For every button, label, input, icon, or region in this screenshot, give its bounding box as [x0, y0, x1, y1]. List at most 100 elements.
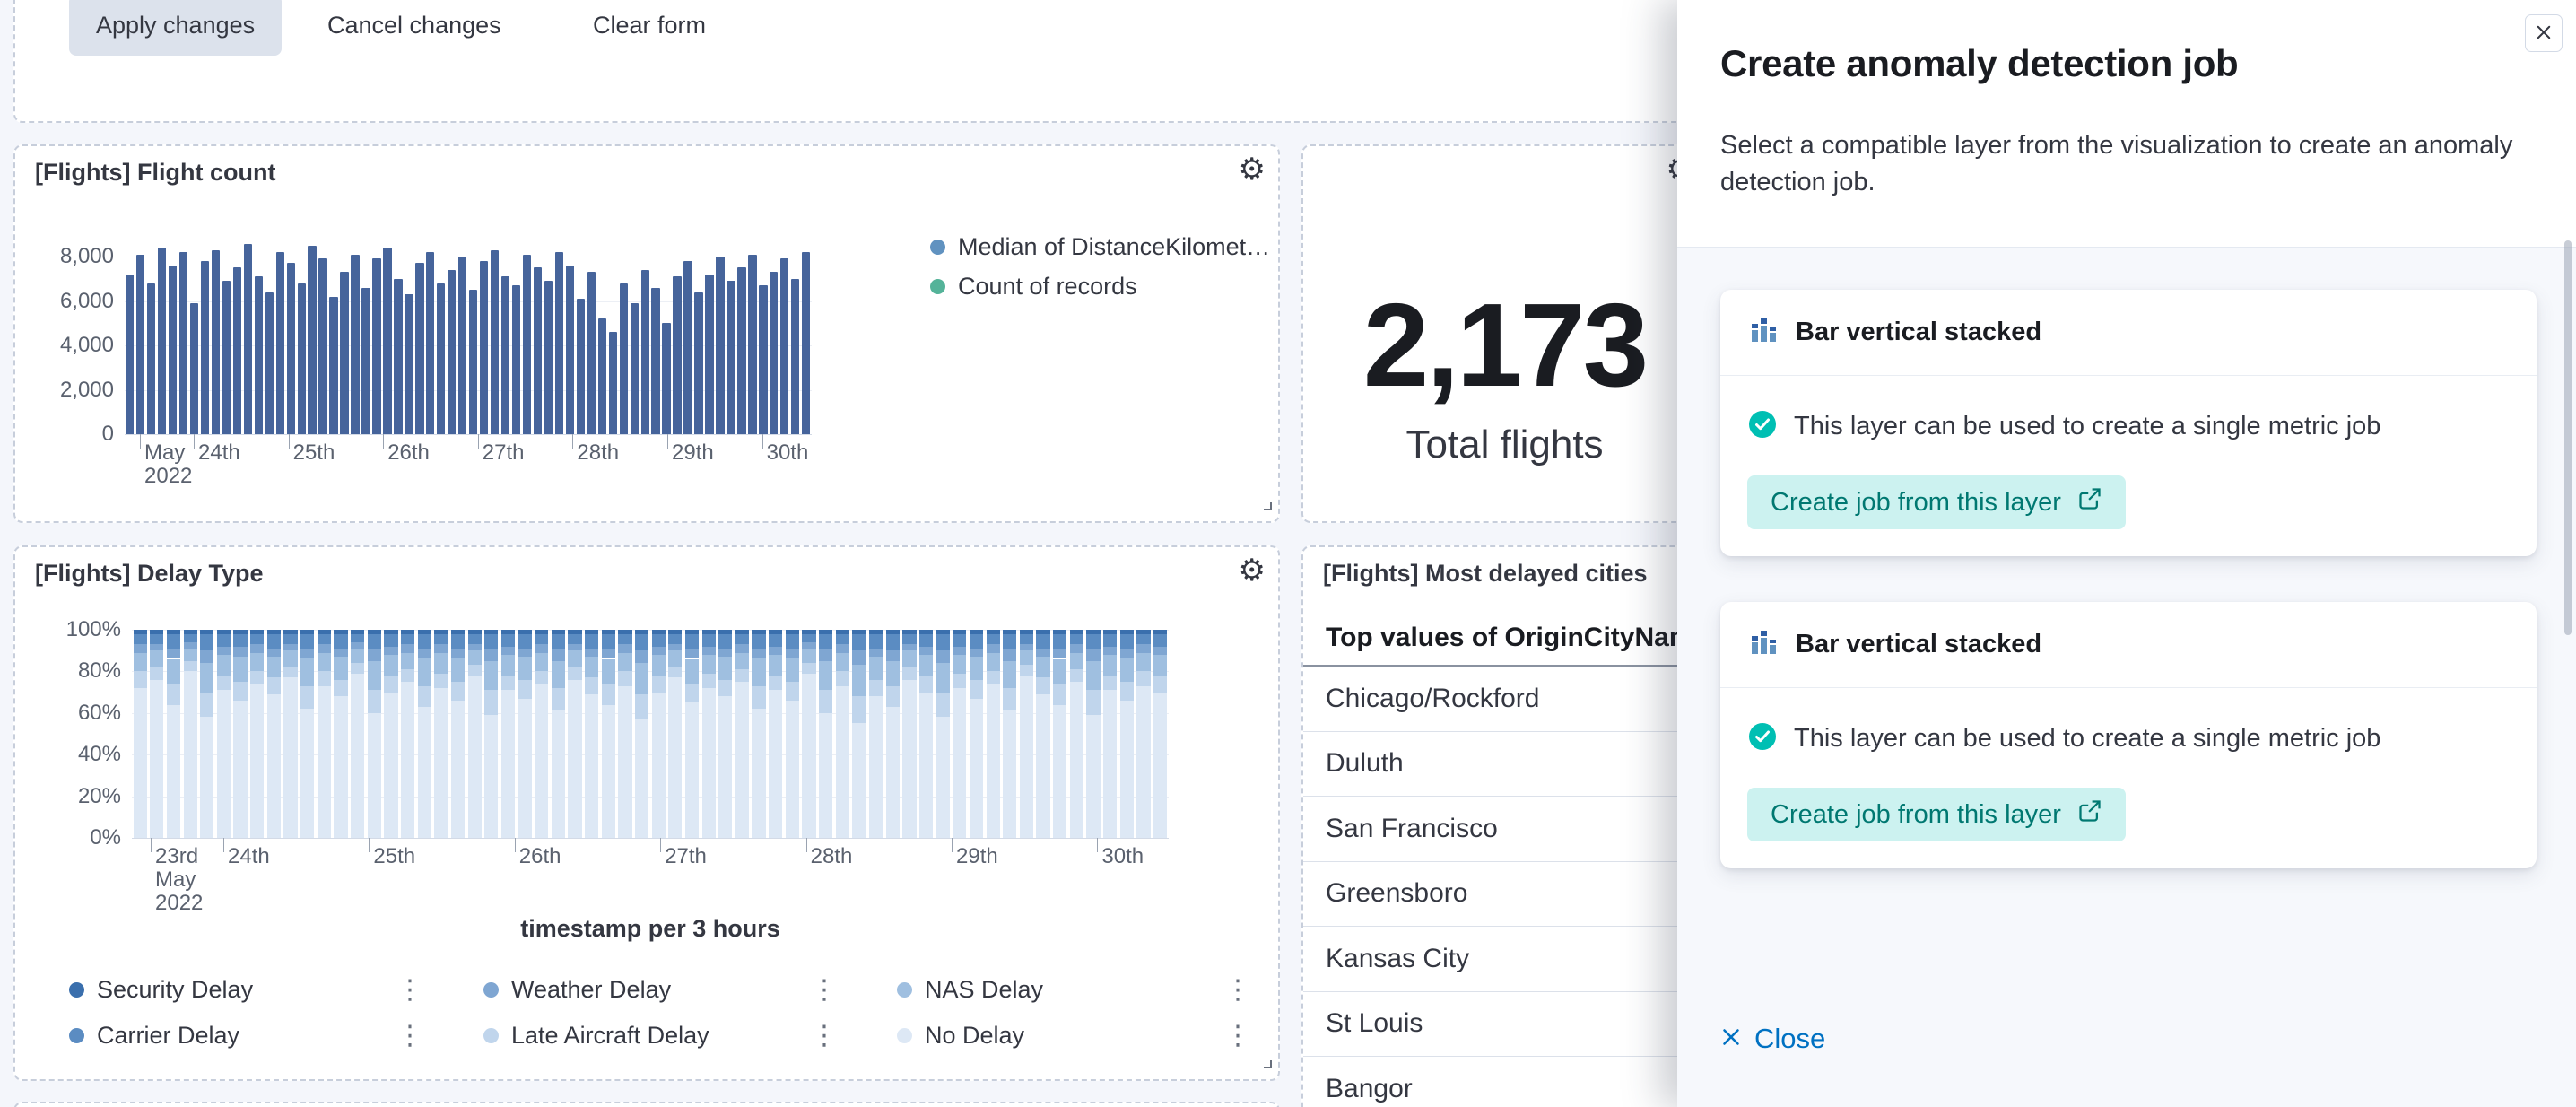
panel-resize-handle-icon[interactable]	[1258, 1055, 1273, 1074]
clear-form-button[interactable]: Clear form	[593, 2, 706, 48]
x-axis-tick	[572, 434, 574, 449]
bar-segment	[434, 644, 448, 653]
bar-segment	[701, 633, 716, 647]
bar-segment	[585, 648, 599, 658]
bar-segment	[484, 660, 499, 691]
gridline	[132, 754, 1169, 756]
flyout-close-link[interactable]: Close	[1720, 1023, 1825, 1055]
bar-segment	[835, 652, 849, 672]
bar-segment	[819, 648, 833, 661]
compatibility-text: This layer can be used to create a singl…	[1794, 411, 2381, 440]
x-axis-tick-label: 27th	[482, 440, 525, 465]
bar-segment	[1136, 633, 1151, 645]
bar-segment	[518, 679, 532, 699]
bar-segment	[317, 671, 331, 686]
bar-segment	[1003, 687, 1017, 711]
bar-segment	[718, 630, 733, 634]
table-row[interactable]: St Louis	[1303, 992, 1706, 1057]
bar-segment	[450, 633, 466, 649]
table-row[interactable]: Greensboro	[1303, 862, 1706, 927]
table-row[interactable]: Duluth	[1303, 732, 1706, 797]
panel-settings-gear-icon[interactable]: ⚙	[1238, 553, 1266, 588]
bar-segment	[819, 660, 833, 691]
bar-segment	[1119, 700, 1134, 838]
layer-type-label: Bar vertical stacked	[1796, 630, 2042, 658]
table-row[interactable]: Chicago/Rockford	[1303, 667, 1706, 732]
x-axis-tick	[151, 838, 152, 852]
table-row[interactable]: Kansas City	[1303, 927, 1706, 992]
bar-segment	[918, 692, 934, 838]
panel-resize-handle-icon[interactable]	[1258, 497, 1273, 516]
bar-segment	[450, 658, 466, 682]
legend-item[interactable]: Late Aircraft Delay ⋮	[483, 1017, 838, 1053]
bar-segment	[868, 633, 883, 649]
create-anomaly-job-flyout: Create anomaly detection job Select a co…	[1677, 0, 2576, 1107]
legend-item[interactable]: Median of DistanceKilomet…	[930, 229, 1271, 265]
bar-segment	[1136, 671, 1151, 686]
legend-actions-icon[interactable]: ⋮	[396, 973, 423, 1006]
stacked-bar	[634, 630, 649, 838]
bar-segment	[684, 684, 700, 703]
table-row[interactable]: Bangor	[1303, 1057, 1706, 1107]
bar-segment	[450, 682, 466, 701]
bar-segment	[852, 723, 866, 838]
bar-segment	[868, 630, 883, 634]
table-row[interactable]: San Francisco	[1303, 797, 1706, 862]
table-column-header[interactable]: Top values of OriginCityName	[1326, 623, 1708, 652]
x-axis-tick-label: 30th	[766, 440, 809, 465]
bar-segment	[400, 644, 415, 653]
bar-segment	[1153, 646, 1168, 655]
bar-segment	[785, 633, 799, 649]
bar-segment	[651, 630, 666, 634]
create-job-from-layer-button[interactable]: Create job from this layer	[1747, 788, 2126, 841]
bar-segment	[701, 630, 716, 634]
y-axis-tick-label: 6,000	[59, 288, 114, 313]
stacked-bar	[367, 630, 381, 838]
stacked-bar	[535, 630, 549, 838]
bar-segment	[668, 630, 683, 634]
create-job-from-layer-button[interactable]: Create job from this layer	[1747, 475, 2126, 529]
apply-changes-button[interactable]: Apply changes	[69, 0, 283, 56]
bar-segment	[200, 717, 214, 838]
legend-item[interactable]: Weather Delay ⋮	[483, 972, 838, 1007]
legend-item[interactable]: No Delay ⋮	[897, 1017, 1251, 1053]
legend-actions-icon[interactable]: ⋮	[811, 973, 838, 1006]
bar-segment	[384, 692, 398, 838]
cancel-changes-button[interactable]: Cancel changes	[327, 2, 501, 48]
bar-segment	[769, 646, 783, 655]
panel-settings-gear-icon[interactable]: ⚙	[1238, 152, 1266, 187]
bar-segment	[634, 719, 649, 838]
bar	[157, 248, 167, 434]
legend-actions-icon[interactable]: ⋮	[811, 1019, 838, 1051]
legend-item[interactable]: Count of records	[930, 268, 1271, 304]
bar	[297, 283, 306, 434]
bar-segment	[400, 633, 415, 645]
bar-segment	[802, 633, 816, 642]
legend-actions-icon[interactable]: ⋮	[1224, 973, 1251, 1006]
bar-segment	[350, 663, 365, 674]
x-axis-tick	[667, 434, 668, 449]
stacked-bar	[684, 630, 700, 838]
legend-actions-icon[interactable]: ⋮	[1224, 1019, 1251, 1051]
bar-segment	[1153, 633, 1168, 647]
legend-actions-icon[interactable]: ⋮	[396, 1019, 423, 1051]
bar-segment	[785, 700, 799, 838]
bar	[232, 267, 242, 434]
flyout-close-button[interactable]	[2525, 14, 2563, 52]
bar-segment	[585, 693, 599, 838]
bar-segment	[902, 633, 917, 645]
bar-segment	[367, 633, 381, 649]
legend-item[interactable]: Carrier Delay ⋮	[69, 1017, 423, 1053]
bar-segment	[969, 657, 984, 680]
bar-segment	[334, 633, 348, 649]
bar-segment	[618, 671, 632, 686]
bar-segment	[701, 673, 716, 688]
legend-item[interactable]: Security Delay ⋮	[69, 972, 423, 1007]
x-axis-tick-label: 28th	[810, 844, 853, 868]
bar-segment	[986, 671, 1000, 684]
bar-segment	[718, 696, 733, 838]
bar-segment	[133, 633, 147, 645]
bar-segment	[902, 630, 917, 634]
legend-item[interactable]: NAS Delay ⋮	[897, 972, 1251, 1007]
flyout-scrollbar-thumb[interactable]	[2564, 240, 2572, 635]
